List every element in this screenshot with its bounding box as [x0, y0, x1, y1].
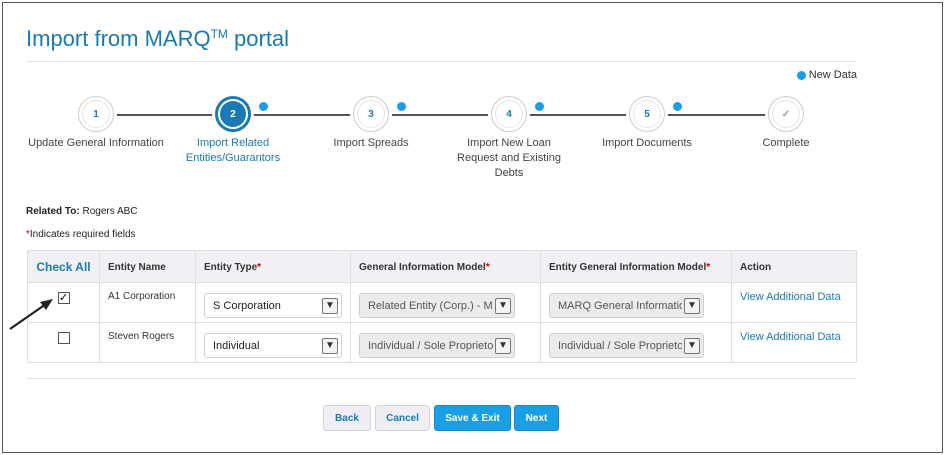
new-data-dot-icon [673, 102, 682, 111]
step-2[interactable]: 2 Import Related Entities/Guarantors [163, 96, 303, 166]
step-circle: 4 [491, 96, 527, 132]
general-info-model-cell: Individual / Sole Proprietors ▼ [350, 322, 541, 363]
chevron-down-icon: ▼ [322, 297, 338, 314]
new-data-dot-icon [259, 102, 268, 111]
chevron-down-icon: ▼ [495, 297, 511, 314]
new-data-dot-icon [796, 70, 806, 80]
checkmark-icon: ✓ [772, 100, 800, 128]
import-stepper: 1 Update General Information 2 Import Re… [0, 96, 945, 186]
new-data-label: New Data [808, 69, 857, 81]
new-data-dot-icon [535, 102, 544, 111]
step-1[interactable]: 1 Update General Information [26, 96, 166, 151]
step-label: Complete [762, 137, 810, 149]
step-3[interactable]: 3 Import Spreads [301, 96, 441, 151]
step-circle: ✓ [768, 96, 804, 132]
chevron-down-icon: ▼ [684, 297, 700, 314]
arrow-pointer-icon [9, 299, 53, 330]
entity-general-info-model-header: Entity General Information Model* [540, 250, 732, 283]
step-label: Import Related Entities/Guarantors [185, 137, 281, 164]
step-label: Import Spreads [333, 137, 409, 149]
entity-type-cell: Individual ▼ [195, 322, 351, 363]
entity-name-cell: A1 Corporation [99, 282, 196, 323]
table-row: ✓ A1 Corporation S Corporation ▼ Related … [27, 282, 857, 323]
general-info-model-select: Individual / Sole Proprietors ▼ [359, 333, 515, 358]
entity-type-select[interactable]: S Corporation ▼ [204, 293, 342, 318]
step-4[interactable]: 4 Import New Loan Request and Existing D… [439, 96, 579, 181]
entity-general-info-model-select: MARQ General Information ▼ [549, 293, 704, 318]
table-row: Steven Rogers Individual ▼ Individual / S… [27, 322, 857, 363]
row-checkbox[interactable]: ✓ [57, 292, 70, 304]
cancel-button[interactable]: Cancel [375, 405, 430, 431]
back-button[interactable]: Back [323, 405, 371, 431]
next-button[interactable]: Next [514, 405, 559, 431]
view-additional-data-link[interactable]: View Additional Data [740, 331, 841, 343]
step-label: Import New Loan Request and Existing Deb… [457, 137, 561, 179]
action-header: Action [731, 250, 857, 283]
step-circle: 3 [353, 96, 389, 132]
row-checkbox[interactable] [57, 332, 70, 344]
action-cell: View Additional Data [731, 282, 857, 323]
page-title: Import from MARQTM portal [26, 26, 290, 51]
action-cell: View Additional Data [731, 322, 857, 363]
stepper-connector-line [96, 114, 786, 116]
save-exit-button[interactable]: Save & Exit [434, 405, 511, 431]
step-circle: 2 [215, 96, 251, 132]
entity-general-info-model-select: Individual / Sole Proprietors ▼ [549, 333, 704, 358]
step-circle: 1 [78, 96, 114, 132]
step-circle: 5 [629, 96, 665, 132]
entity-general-info-model-cell: MARQ General Information ▼ [540, 282, 732, 323]
general-info-model-select: Related Entity (Corp.) - MAR▼ [359, 293, 515, 318]
check-all-header[interactable]: Check All [27, 250, 100, 283]
general-info-model-header: General Information Model* [350, 250, 541, 283]
entity-name-cell: Steven Rogers [99, 322, 196, 363]
entity-type-header: Entity Type* [195, 250, 351, 283]
entity-type-select[interactable]: Individual ▼ [204, 333, 342, 358]
chevron-down-icon: ▼ [684, 337, 700, 354]
form-actions: Back Cancel Save & Exit Next [0, 405, 945, 431]
entity-type-cell: S Corporation ▼ [195, 282, 351, 323]
table-header-row: Check All Entity Name Entity Type* Gener… [27, 250, 857, 283]
new-data-dot-icon [397, 102, 406, 111]
step-label: Update General Information [28, 137, 164, 149]
step-complete[interactable]: ✓ Complete [716, 96, 856, 151]
chevron-down-icon: ▼ [495, 337, 511, 354]
entity-general-info-model-cell: Individual / Sole Proprietors ▼ [540, 322, 732, 363]
general-info-model-cell: Related Entity (Corp.) - MAR▼ [350, 282, 541, 323]
row-checkbox-cell [27, 322, 100, 363]
chevron-down-icon: ▼ [322, 337, 338, 354]
related-to: Related To: Rogers ABC [26, 206, 138, 217]
step-5[interactable]: 5 Import Documents [577, 96, 717, 151]
step-label: Import Documents [602, 137, 692, 149]
new-data-legend: New Data [796, 69, 857, 81]
divider [26, 378, 856, 379]
view-additional-data-link[interactable]: View Additional Data [740, 291, 841, 303]
divider [26, 61, 856, 62]
required-fields-note: *Indicates required fields [26, 229, 136, 240]
related-entities-table: Check All Entity Name Entity Type* Gener… [27, 250, 857, 363]
entity-name-header: Entity Name [99, 250, 196, 283]
